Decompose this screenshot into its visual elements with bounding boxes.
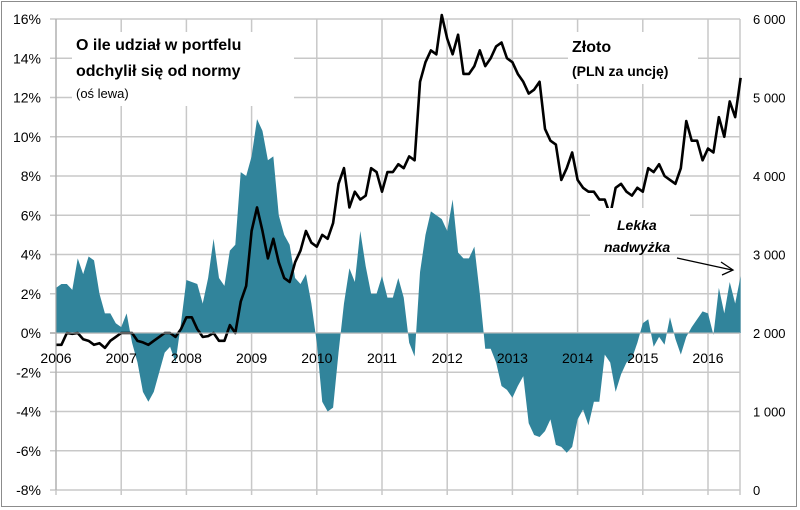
left-tick-label: 14% <box>13 50 41 66</box>
left-tick-label: 16% <box>13 11 41 27</box>
callout-arrowhead-icon <box>720 261 735 276</box>
left-title-note: (oś lewa) <box>76 86 129 101</box>
left-title-annotation: O ile udział w portfelu odchylił się od … <box>72 32 294 106</box>
left-tick-label: 8% <box>21 168 41 184</box>
left-title-bg <box>72 32 294 106</box>
left-tick-label: 10% <box>13 129 41 145</box>
x-tick-label: 2012 <box>432 350 463 366</box>
left-tick-label: 6% <box>21 207 41 223</box>
left-tick-label: 12% <box>13 90 41 106</box>
x-tick-label: 2011 <box>367 350 397 366</box>
deviation-area-series <box>56 119 741 453</box>
x-tick-label: 2013 <box>497 350 528 366</box>
x-tick-label: 2010 <box>301 350 332 366</box>
callout-line1: Lekka <box>617 217 657 233</box>
right-axis-ticks: 0 1 000 2 000 3 000 4 000 5 000 6 000 <box>753 12 786 498</box>
left-tick-label: 4% <box>21 247 41 263</box>
right-tick-label: 3 000 <box>753 248 786 263</box>
x-axis-ticks: 2006 2007 2008 2009 2010 2011 2012 2013 2014 2015… <box>40 350 723 366</box>
callout-line2: nadwyżka <box>604 239 670 255</box>
left-tick-label: -4% <box>16 404 41 420</box>
right-title-annotation: Złoto (PLN za uncję) <box>568 32 698 84</box>
x-tick-label: 2009 <box>236 350 267 366</box>
left-tick-label: -8% <box>16 482 41 498</box>
right-tick-label: 6 000 <box>753 12 786 27</box>
x-tick-label: 2015 <box>627 350 658 366</box>
left-title-line1: O ile udział w portfelu <box>76 37 241 54</box>
right-tick-label: 0 <box>753 483 760 498</box>
right-title-note: (PLN za uncję) <box>572 63 668 79</box>
right-tick-label: 4 000 <box>753 169 786 184</box>
left-tick-label: -6% <box>16 443 41 459</box>
deviation-area <box>56 119 741 453</box>
right-title-bg <box>568 32 698 84</box>
x-tick-label: 2007 <box>106 350 137 366</box>
callout-annotation: Lekka nadwyżka <box>590 208 735 276</box>
right-tick-label: 2 000 <box>753 326 786 341</box>
left-tick-label: 0% <box>21 325 41 341</box>
callout-bg <box>590 208 690 252</box>
left-axis-ticks: -8% -6% -4% -2% 0% 2% 4% 6% 8% 10% 12% 14% 16% <box>13 11 41 498</box>
x-tick-label: 2008 <box>171 350 202 366</box>
right-title: Złoto <box>572 39 611 56</box>
callout-arrow-line <box>676 257 733 271</box>
left-title-line2: odchylił się od normy <box>76 63 241 80</box>
axes <box>55 19 740 490</box>
left-tick-label: -2% <box>16 364 41 380</box>
right-tick-label: 5 000 <box>753 91 786 106</box>
x-tick-label: 2006 <box>40 350 71 366</box>
x-tick-label: 2016 <box>692 350 723 366</box>
left-tick-label: 2% <box>21 286 41 302</box>
right-tick-label: 1 000 <box>753 405 786 420</box>
x-tick-label: 2014 <box>562 350 593 366</box>
